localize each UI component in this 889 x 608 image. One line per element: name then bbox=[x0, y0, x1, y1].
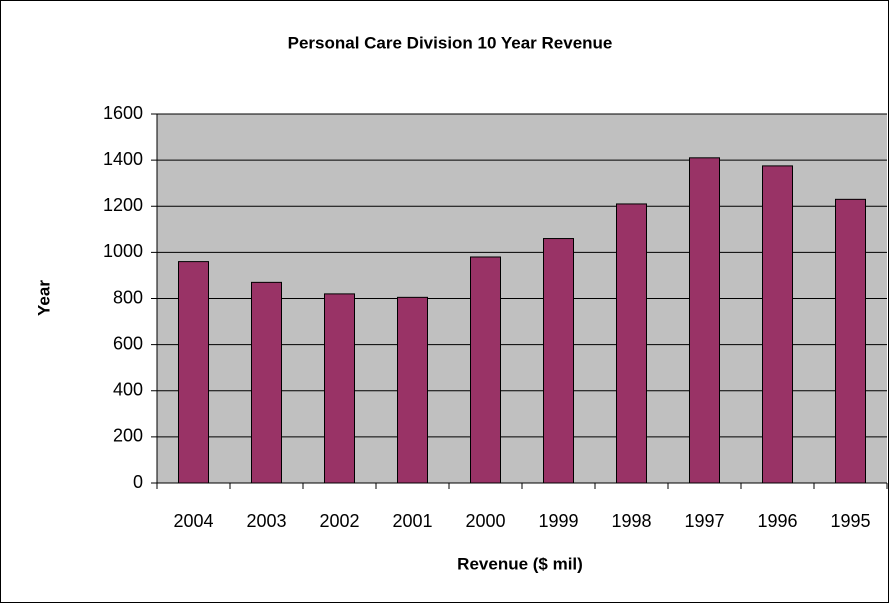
x-tick-label: 2001 bbox=[392, 511, 432, 531]
y-tick-label: 1600 bbox=[103, 103, 143, 123]
bar bbox=[616, 203, 647, 484]
y-tick-label: 1200 bbox=[103, 195, 143, 215]
bar bbox=[689, 157, 720, 484]
x-tick-label: 1999 bbox=[538, 511, 578, 531]
y-tick-label: 800 bbox=[113, 287, 143, 307]
x-axis-title: Revenue ($ mil) bbox=[457, 554, 583, 573]
x-tick-label: 1996 bbox=[757, 511, 797, 531]
y-tick-label: 200 bbox=[113, 426, 143, 446]
bar bbox=[470, 256, 501, 484]
x-tick-label: 2000 bbox=[465, 511, 505, 531]
bar bbox=[251, 281, 282, 484]
bar bbox=[762, 165, 793, 484]
bar bbox=[397, 296, 428, 484]
bar bbox=[543, 238, 574, 484]
bar bbox=[835, 198, 866, 484]
bar bbox=[178, 261, 209, 484]
chart-title: Personal Care Division 10 Year Revenue bbox=[288, 33, 613, 52]
x-tick-label: 2003 bbox=[246, 511, 286, 531]
x-tick-label: 2002 bbox=[319, 511, 359, 531]
y-tick-label: 400 bbox=[113, 380, 143, 400]
x-tick-label: 1995 bbox=[830, 511, 870, 531]
y-tick-label: 1000 bbox=[103, 241, 143, 261]
x-tick-label: 1998 bbox=[611, 511, 651, 531]
y-tick-label: 1400 bbox=[103, 149, 143, 169]
bar bbox=[324, 293, 355, 484]
y-axis-title: Year bbox=[34, 280, 53, 316]
x-tick-label: 2004 bbox=[173, 511, 213, 531]
x-tick-label: 1997 bbox=[684, 511, 724, 531]
y-tick-label: 0 bbox=[133, 472, 143, 492]
y-tick-label: 600 bbox=[113, 333, 143, 353]
